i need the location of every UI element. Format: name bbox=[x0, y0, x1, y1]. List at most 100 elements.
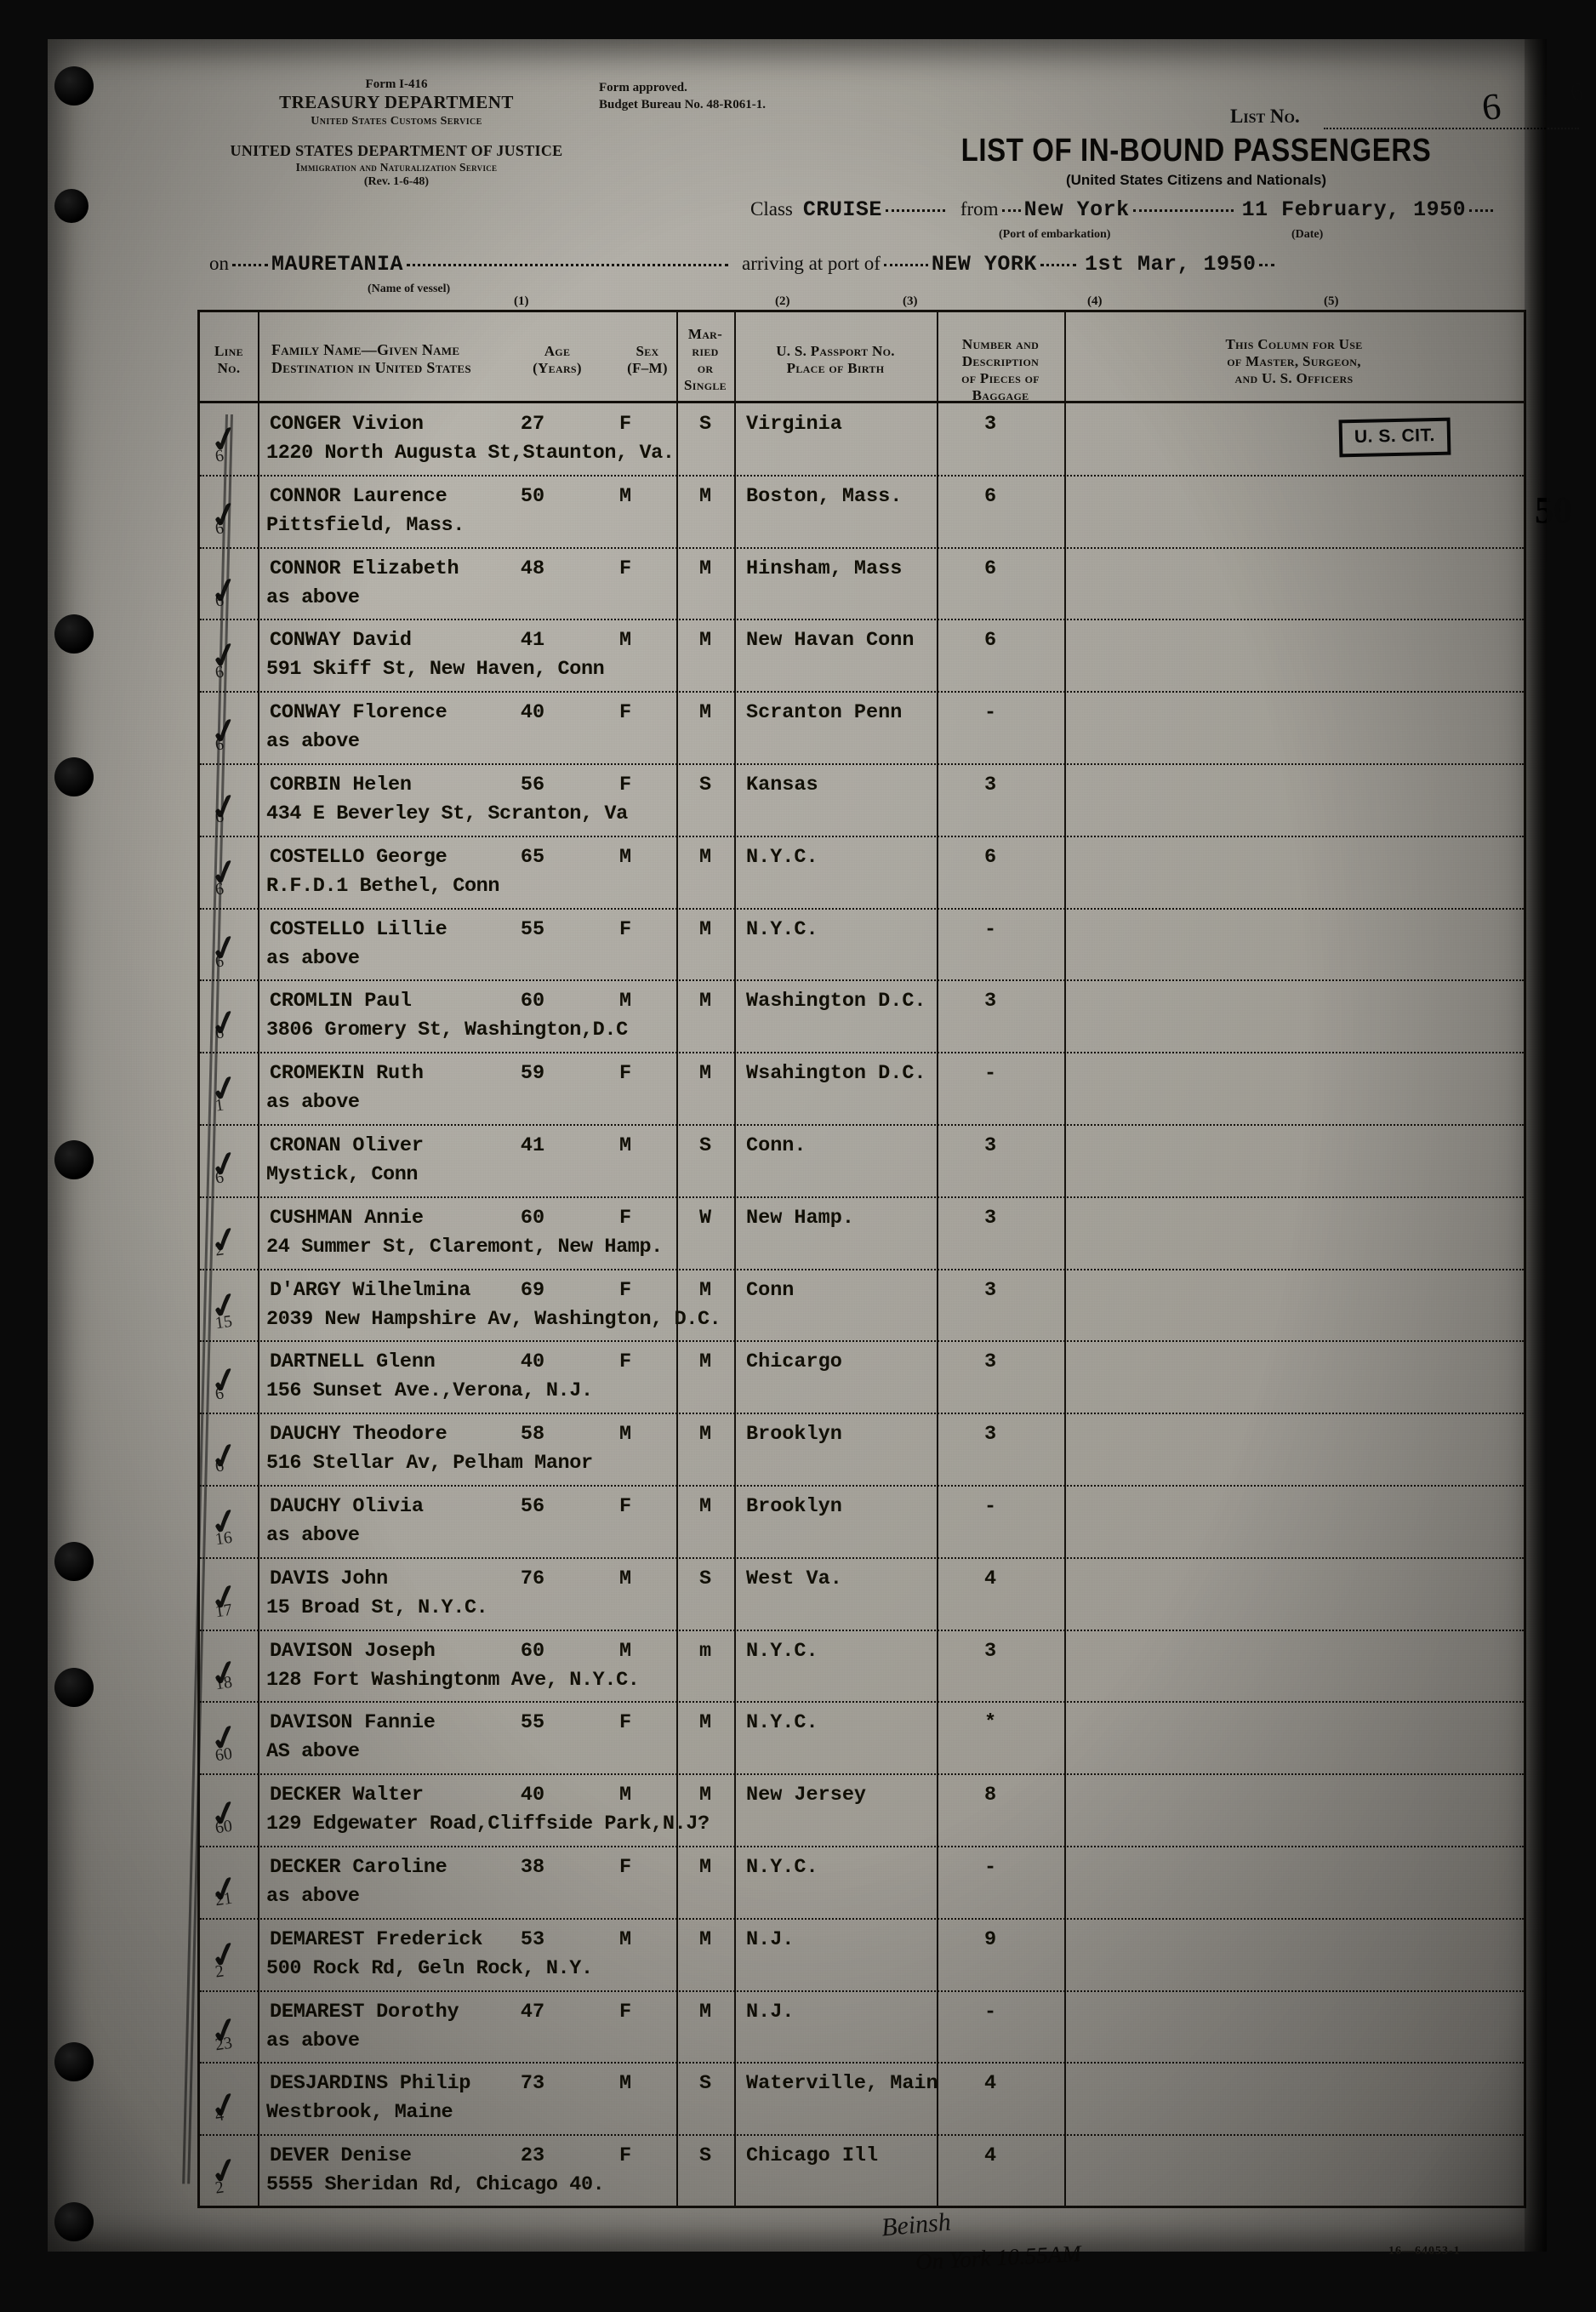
passenger-sex: F bbox=[618, 701, 632, 725]
department-of-justice: UNITED STATES DEPARTMENT OF JUSTICE bbox=[230, 141, 563, 159]
table-row-separator bbox=[200, 835, 1524, 837]
passenger-destination: Mystick, Conn bbox=[266, 1163, 419, 1186]
passenger-name: CONGER Vivion bbox=[270, 413, 424, 436]
passenger-destination: as above bbox=[266, 2029, 360, 2052]
passenger-marital: S bbox=[698, 1134, 712, 1157]
passenger-destination: 516 Stellar Av, Pelham Manor bbox=[266, 1452, 593, 1476]
immigration-service: Immigration and Naturalization Service bbox=[295, 160, 498, 174]
film-gutter bbox=[1525, 39, 1547, 2252]
passenger-age: 40 bbox=[520, 1784, 545, 1807]
passenger-marital: S bbox=[698, 413, 712, 436]
passenger-marital: M bbox=[698, 1350, 712, 1374]
passenger-sex: F bbox=[618, 1278, 632, 1302]
passenger-sex: F bbox=[618, 1350, 632, 1374]
agency-header: Form I-416 TREASURY DEPARTMENT United St… bbox=[201, 77, 592, 189]
passenger-age: 56 bbox=[520, 1495, 545, 1518]
class-label: Class bbox=[750, 198, 793, 220]
column-index-1: (1) bbox=[514, 294, 529, 308]
table-row-separator bbox=[200, 1413, 1524, 1415]
passenger-sex: M bbox=[618, 1927, 632, 1951]
table-row-separator bbox=[200, 2134, 1524, 2137]
passenger-age: 40 bbox=[520, 701, 545, 725]
passenger-baggage: 3 bbox=[983, 990, 997, 1013]
passenger-marital: M bbox=[698, 845, 712, 869]
passenger-birthplace: N.Y.C. bbox=[746, 1639, 818, 1663]
passenger-destination: 24 Summer St, Claremont, New Hamp. bbox=[266, 1235, 663, 1259]
passenger-destination: 2039 New Hampshire Av, Washington, D.C. bbox=[266, 1307, 721, 1331]
table-header-separator bbox=[200, 401, 1524, 403]
passenger-name: CORBIN Helen bbox=[270, 774, 412, 796]
passenger-sex: F bbox=[618, 1856, 632, 1879]
passenger-marital: M bbox=[698, 629, 712, 653]
passenger-destination: AS above bbox=[266, 1740, 360, 1764]
passenger-marital: M bbox=[698, 1062, 712, 1086]
sailing-date-caption: (Date) bbox=[1291, 228, 1324, 241]
passenger-baggage: 6 bbox=[983, 845, 997, 869]
passenger-age: 23 bbox=[520, 2144, 545, 2168]
passenger-name: COSTELLO George bbox=[270, 845, 447, 869]
passenger-baggage: - bbox=[983, 701, 997, 725]
column-header-line-no: Line No. bbox=[214, 343, 243, 377]
passenger-marital: M bbox=[698, 1423, 712, 1447]
passenger-destination: 15 Broad St, N.Y.C. bbox=[266, 1596, 488, 1619]
passenger-baggage: - bbox=[983, 2000, 997, 2024]
passenger-marital: M bbox=[698, 1927, 712, 1951]
passenger-birthplace: Scranton Penn bbox=[746, 701, 903, 725]
vessel-field: on MAURETANIA arriving at port of NEW YO… bbox=[209, 252, 1275, 277]
passenger-birthplace: Boston, Mass. bbox=[746, 484, 903, 508]
punch-hole bbox=[54, 1542, 94, 1581]
passenger-birthplace: Wsahington D.C. bbox=[746, 1062, 926, 1086]
table-row-separator bbox=[200, 1846, 1524, 1847]
passenger-age: 50 bbox=[520, 484, 545, 508]
column-index-3: (3) bbox=[903, 294, 918, 308]
passenger-baggage: 3 bbox=[983, 1423, 997, 1447]
column-index-2: (2) bbox=[775, 294, 790, 308]
passenger-marital: M bbox=[698, 701, 712, 725]
passenger-birthplace: Conn bbox=[746, 1278, 795, 1302]
passenger-baggage: 6 bbox=[983, 629, 997, 653]
form-number: Form I-416 bbox=[365, 77, 428, 91]
passenger-birthplace: N.Y.C. bbox=[746, 1711, 818, 1735]
column-index-4: (4) bbox=[1087, 294, 1103, 308]
passenger-birthplace: West Va. bbox=[746, 1567, 842, 1590]
passenger-name: CONNOR Elizabeth bbox=[270, 557, 459, 580]
passenger-baggage: 3 bbox=[983, 1639, 997, 1663]
on-label: on bbox=[209, 253, 229, 274]
passenger-age: 40 bbox=[520, 1350, 545, 1374]
passenger-age: 56 bbox=[520, 774, 545, 796]
passenger-destination: Westbrook, Maine bbox=[266, 2101, 453, 2125]
passenger-baggage: 9 bbox=[983, 1927, 997, 1951]
passenger-name: CRONAN Oliver bbox=[270, 1134, 424, 1157]
table-row-separator bbox=[200, 546, 1524, 549]
passenger-age: 59 bbox=[520, 1062, 545, 1086]
passenger-birthplace: New Havan Conn bbox=[746, 629, 915, 653]
passenger-sex: F bbox=[618, 1711, 632, 1735]
passenger-name: DAUCHY Theodore bbox=[270, 1423, 447, 1447]
passenger-destination: 500 Rock Rd, Geln Rock, N.Y. bbox=[266, 1956, 593, 1980]
passenger-baggage: - bbox=[983, 1062, 997, 1086]
passenger-marital: M bbox=[698, 990, 712, 1013]
passenger-name: CONWAY David bbox=[270, 629, 412, 653]
class-value: CRUISE bbox=[802, 197, 882, 222]
column-header-passport-birthplace: U. S. Passport No. Place of Birth bbox=[776, 343, 895, 377]
passenger-marital: m bbox=[698, 1639, 712, 1663]
passenger-name: DAUCHY Olivia bbox=[270, 1495, 424, 1518]
passenger-sex: F bbox=[618, 917, 632, 941]
passenger-name: CROMLIN Paul bbox=[270, 990, 412, 1013]
passenger-sex: F bbox=[618, 1495, 632, 1518]
passenger-baggage: 3 bbox=[983, 1350, 997, 1374]
passenger-marital: M bbox=[698, 1856, 712, 1879]
passenger-sex: F bbox=[618, 2144, 632, 2168]
passenger-sex: M bbox=[618, 1423, 632, 1447]
punch-hole bbox=[54, 2202, 94, 2241]
table-row-separator bbox=[200, 1917, 1524, 1920]
passenger-table: Line No. Family Name—Given Name Destination… bbox=[182, 310, 1526, 2208]
passenger-birthplace: Hinsham, Mass bbox=[746, 557, 903, 580]
punch-hole bbox=[54, 189, 88, 223]
print-code: 16—64053-1 bbox=[1388, 2245, 1461, 2258]
passenger-destination: 5555 Sheridan Rd, Chicago 40. bbox=[266, 2173, 605, 2197]
table-row-separator bbox=[200, 1629, 1524, 1631]
passenger-destination: as above bbox=[266, 946, 360, 970]
punch-hole bbox=[54, 614, 94, 654]
